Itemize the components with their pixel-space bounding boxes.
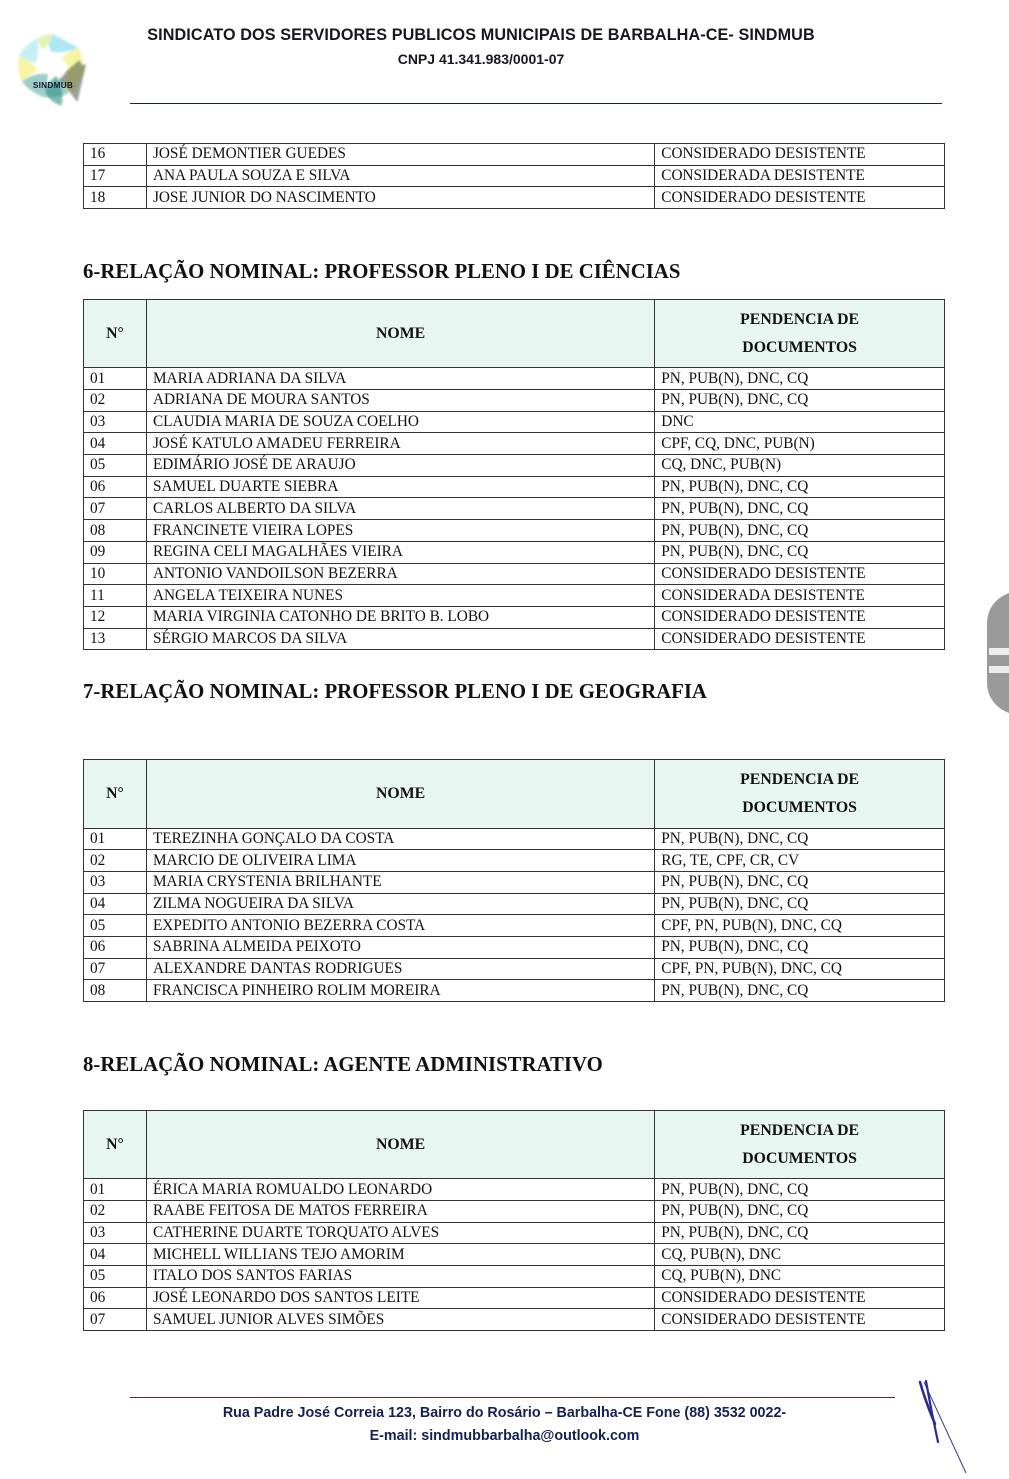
svg-text:SINDMUB: SINDMUB bbox=[33, 81, 73, 90]
